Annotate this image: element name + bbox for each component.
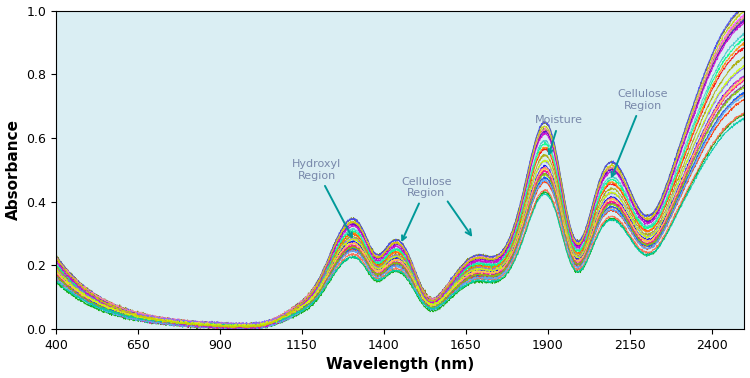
Text: Hydroxyl
Region: Hydroxyl Region (292, 159, 352, 237)
Text: Cellulose
Region: Cellulose Region (611, 89, 668, 177)
X-axis label: Wavelength (nm): Wavelength (nm) (326, 358, 474, 372)
Text: Moisture: Moisture (536, 115, 584, 154)
Text: Cellulose
Region: Cellulose Region (401, 177, 451, 240)
Y-axis label: Absorbance: Absorbance (5, 119, 20, 220)
